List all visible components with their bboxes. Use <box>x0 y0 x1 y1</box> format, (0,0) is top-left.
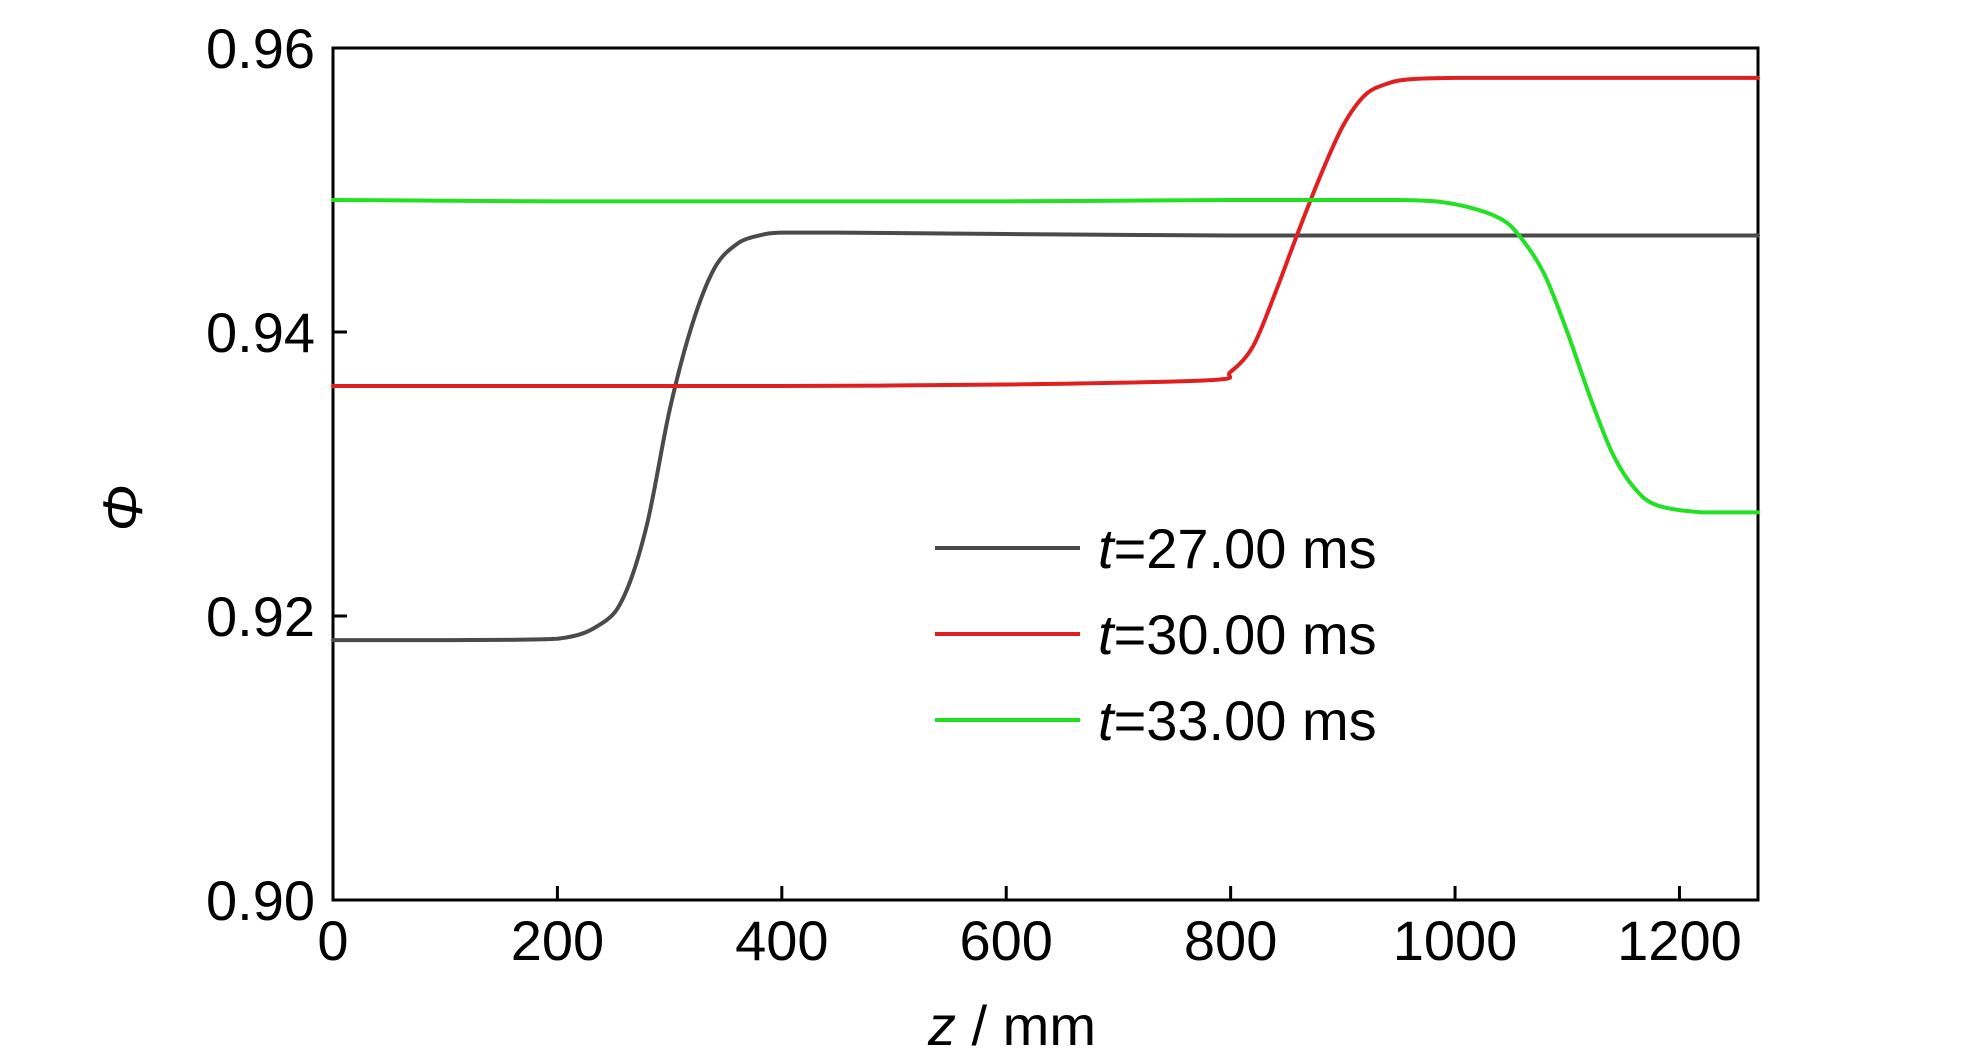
series-line-2 <box>331 75 1760 388</box>
x-tick-label: 0 <box>317 909 348 972</box>
x-axis-title-unit: / mm <box>956 994 1096 1057</box>
series-line-1 <box>331 230 1760 643</box>
y-axis-title: Φ <box>91 485 154 532</box>
x-tick-label: 1200 <box>1617 909 1742 972</box>
x-tick-label: 800 <box>1184 909 1277 972</box>
legend-label-2: t=30.00 ms <box>1098 603 1377 666</box>
series-layer <box>331 75 1760 643</box>
legend-label-value: =27.00 ms <box>1114 517 1377 580</box>
legend-label-value: =33.00 ms <box>1114 689 1377 752</box>
x-tick-label: 400 <box>735 909 828 972</box>
y-axis-ticks: 0.90 0.92 0.94 0.96 <box>206 17 347 932</box>
x-tick-label: 1000 <box>1393 909 1518 972</box>
legend-label-1: t=27.00 ms <box>1098 517 1377 580</box>
y-tick-label: 0.92 <box>206 585 315 648</box>
legend: t=27.00 mst=30.00 mst=33.00 ms <box>935 517 1377 752</box>
series-line-3 <box>331 197 1760 515</box>
legend-label-variable: t <box>1098 517 1116 580</box>
legend-label-3: t=33.00 ms <box>1098 689 1377 752</box>
legend-label-variable: t <box>1098 689 1116 752</box>
x-tick-label: 200 <box>511 909 604 972</box>
legend-label-variable: t <box>1098 603 1116 666</box>
x-tick-label: 600 <box>960 909 1053 972</box>
x-axis-ticks: 0 200 400 600 800 1000 1200 <box>317 886 1742 972</box>
y-tick-label: 0.96 <box>206 17 315 80</box>
x-axis-title-variable: z <box>927 994 956 1057</box>
plot-area-frame <box>331 46 1760 902</box>
y-tick-label: 0.90 <box>206 869 315 932</box>
x-axis-title: z / mm <box>927 994 1096 1057</box>
legend-label-value: =30.00 ms <box>1114 603 1377 666</box>
y-tick-label: 0.94 <box>206 301 315 364</box>
